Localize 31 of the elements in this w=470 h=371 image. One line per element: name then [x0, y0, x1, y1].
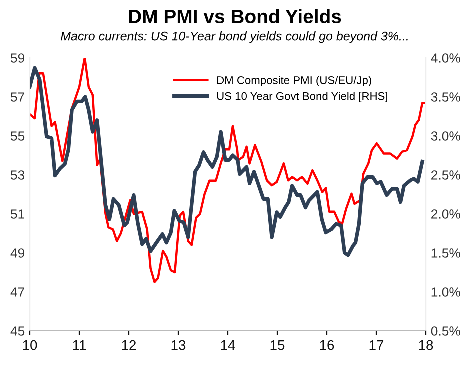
y-tick-label: 57	[10, 92, 24, 102]
legend-label: DM Composite PMI (US/EU/Jp)	[217, 76, 372, 87]
x-tick-label: 18	[419, 340, 434, 350]
line-series	[30, 66, 424, 258]
x-tick-label: 10	[23, 340, 38, 350]
legend-label: US 10 Year Govt Bond Yield [RHS]	[217, 92, 388, 102]
y-tick-label: 51	[10, 210, 24, 219]
line-series	[30, 58, 426, 284]
y-tick-label: 55	[10, 132, 25, 141]
x-tick-label: 16	[320, 340, 334, 350]
y2-tick-label: 2.5%	[432, 170, 460, 180]
y-tick-label: 49	[10, 248, 25, 258]
y2-tick-label: 0.5%	[431, 326, 460, 336]
y2-tick-label: 1.0%	[432, 288, 460, 297]
chart-subtitle: Macro currents: US 10-Year bond yields could go beyond 3%...	[60, 32, 408, 44]
y-tick-label: 45	[10, 326, 25, 336]
y2-tick-label: 1.5%	[432, 248, 460, 258]
y2-tick-label: 3.0%	[431, 132, 460, 141]
x-tick-label: 11	[73, 340, 86, 350]
y-tick-label: 47	[10, 288, 24, 297]
x-tick-label: 14	[221, 340, 236, 350]
chart-title: DM PMI vs Bond Yields	[129, 9, 342, 24]
y-tick-label: 59	[10, 54, 25, 63]
x-tick-label: 12	[122, 340, 136, 350]
y-tick-label: 53	[10, 170, 25, 180]
y2-tick-label: 2.0%	[432, 210, 460, 219]
x-tick-label: 17	[370, 340, 384, 350]
y2-tick-label: 3.5%	[431, 92, 460, 102]
x-tick-label: 13	[172, 340, 186, 350]
y2-tick-label: 4.0%	[431, 54, 460, 63]
x-tick-label: 15	[270, 340, 285, 350]
